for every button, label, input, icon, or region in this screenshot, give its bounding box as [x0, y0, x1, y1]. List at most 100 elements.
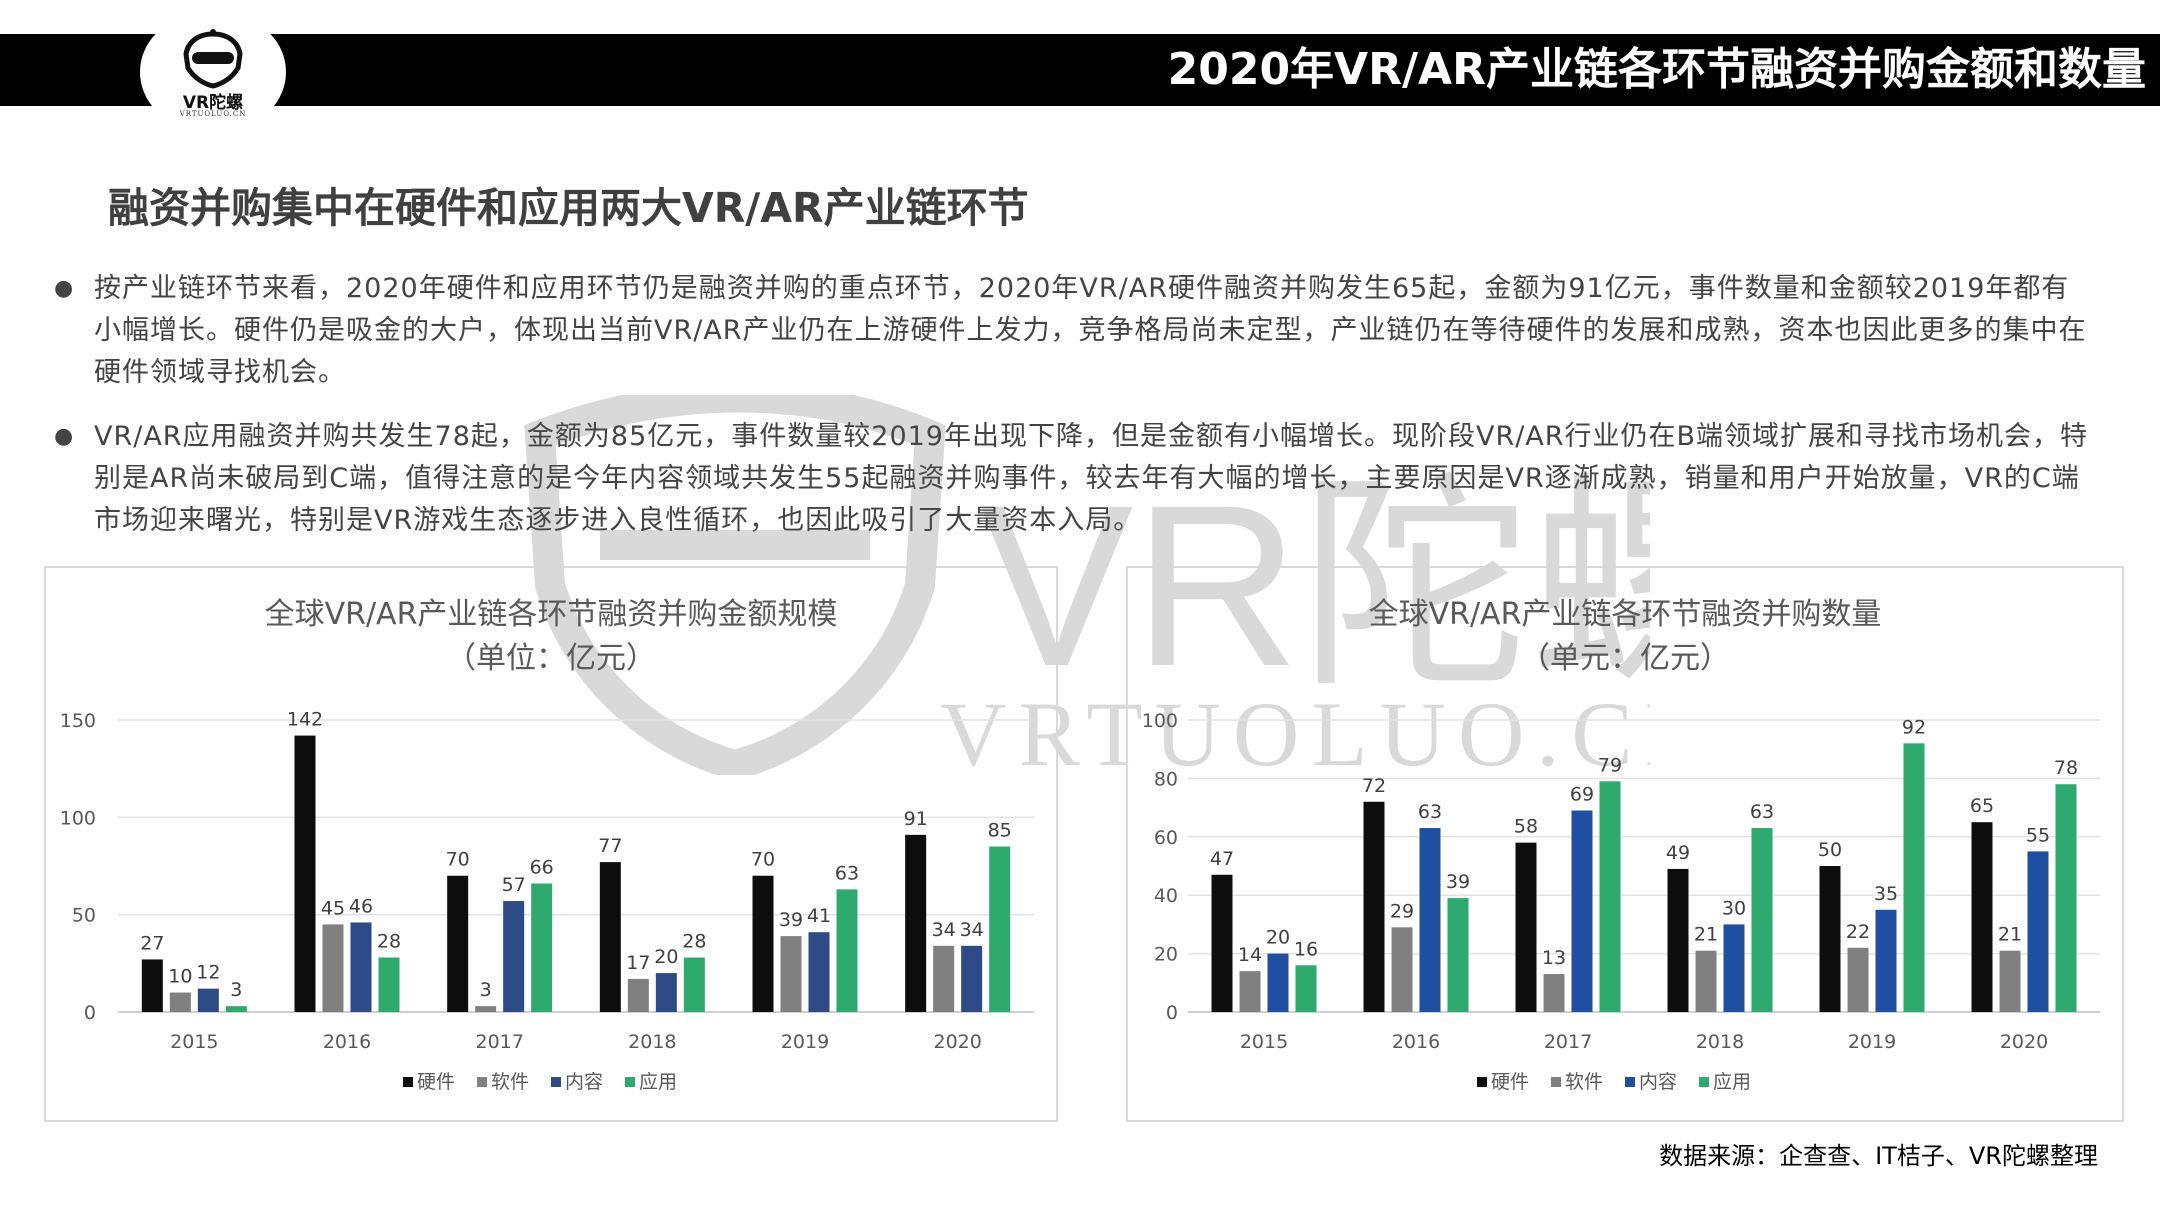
- chart-title: 全球VR/AR产业链各环节融资并购数量: [1369, 597, 1882, 632]
- legend-swatch: [403, 1077, 413, 1087]
- bar-软件: [1847, 947, 1869, 1012]
- data-label: 65: [1970, 795, 1994, 817]
- bullet-dot-icon: ●: [54, 276, 74, 301]
- bar-软件: [1543, 974, 1565, 1012]
- bar-软件: [1695, 950, 1717, 1012]
- legend-label: 应用: [639, 1071, 677, 1093]
- data-label: 22: [1846, 921, 1870, 943]
- data-label: 28: [682, 930, 706, 952]
- chart-amount: 全球VR/AR产业链各环节融资并购金额规模 （单位：亿元） 0 50 100 150 27 1…: [44, 566, 1058, 1122]
- data-label: 34: [960, 919, 984, 941]
- bar-内容: [655, 973, 677, 1012]
- bar-软件: [1391, 927, 1413, 1012]
- logo-text: VR陀螺: [182, 93, 244, 113]
- bar-应用: [2055, 784, 2077, 1012]
- data-label: 79: [1598, 754, 1622, 776]
- legend-swatch: [477, 1077, 487, 1087]
- bar-应用: [1447, 898, 1469, 1012]
- bar-应用: [1295, 965, 1317, 1012]
- data-label: 70: [751, 849, 775, 871]
- data-label: 46: [349, 895, 373, 917]
- bar-内容: [503, 901, 525, 1012]
- page-title: 2020年VR/AR产业链各环节融资并购金额和数量: [1167, 44, 2146, 95]
- data-label: 20: [654, 946, 678, 968]
- data-label: 21: [1998, 924, 2022, 946]
- legend-swatch: [1625, 1077, 1635, 1087]
- x-tick-label: 2015: [1240, 1031, 1288, 1053]
- data-label: 58: [1514, 816, 1538, 838]
- bar-内容: [1875, 909, 1897, 1012]
- bar-硬件: [599, 862, 621, 1012]
- data-label: 85: [988, 820, 1012, 842]
- x-tick-label: 2020: [2000, 1031, 2048, 1053]
- bar-硬件: [905, 834, 927, 1012]
- data-label: 21: [1694, 924, 1718, 946]
- legend-label: 软件: [1565, 1071, 1603, 1093]
- data-label: 28: [377, 930, 401, 952]
- bar-内容: [808, 932, 830, 1012]
- bar-软件: [169, 992, 191, 1012]
- x-tick-label: 2019: [781, 1031, 829, 1053]
- x-tick-label: 2018: [628, 1031, 676, 1053]
- data-label: 3: [480, 979, 492, 1001]
- bar-内容: [1723, 924, 1745, 1012]
- data-label: 92: [1902, 716, 1926, 738]
- x-tick-label: 2015: [170, 1031, 218, 1053]
- y-tick-label: 60: [1154, 827, 1178, 849]
- data-label: 63: [1750, 801, 1774, 823]
- bar-应用: [225, 1006, 247, 1012]
- bar-硬件: [294, 735, 316, 1012]
- bullet-text: 按产业链环节来看，2020年硬件和应用环节仍是融资并购的重点环节，2020年VR…: [94, 273, 2087, 388]
- bar-硬件: [1667, 868, 1689, 1012]
- data-label: 72: [1362, 775, 1386, 797]
- bar-内容: [1267, 953, 1289, 1012]
- x-tick-label: 2020: [933, 1031, 981, 1053]
- legend-label: 应用: [1713, 1071, 1751, 1093]
- bar-硬件: [1971, 822, 1993, 1012]
- bar-应用: [836, 889, 858, 1012]
- legend-swatch: [1477, 1077, 1487, 1087]
- data-label: 30: [1722, 897, 1746, 919]
- bar-应用: [531, 883, 553, 1012]
- data-label: 57: [502, 874, 526, 896]
- bar-应用: [378, 957, 400, 1012]
- bar-内容: [350, 922, 372, 1012]
- chart-subtitle: （单位：亿元）: [446, 641, 656, 676]
- data-label: 12: [196, 962, 220, 984]
- section-heading: 融资并购集中在硬件和应用两大VR/AR产业链环节: [108, 184, 1029, 232]
- y-tick-label: 20: [1154, 944, 1178, 966]
- data-label: 35: [1874, 883, 1898, 905]
- bar-硬件: [1515, 842, 1537, 1012]
- logo-helmet-icon: [183, 29, 243, 89]
- bar-硬件: [1819, 866, 1841, 1012]
- data-label: 14: [1238, 944, 1262, 966]
- data-label: 13: [1542, 947, 1566, 969]
- bar-应用: [989, 846, 1011, 1012]
- data-label: 41: [807, 905, 831, 927]
- data-label: 47: [1210, 848, 1234, 870]
- y-tick-label: 100: [1142, 710, 1178, 732]
- bar-软件: [933, 945, 955, 1012]
- bar-应用: [683, 957, 705, 1012]
- legend-label: 内容: [565, 1071, 603, 1093]
- bar-硬件: [1363, 801, 1385, 1012]
- data-label: 77: [598, 835, 622, 857]
- legend-label: 硬件: [417, 1071, 455, 1093]
- data-label: 63: [835, 862, 859, 884]
- bar-内容: [197, 988, 219, 1012]
- data-label: 78: [2054, 757, 2078, 779]
- legend-swatch: [1551, 1077, 1561, 1087]
- x-tick-label: 2016: [323, 1031, 371, 1053]
- data-label: 63: [1418, 801, 1442, 823]
- x-tick-label: 2017: [1544, 1031, 1592, 1053]
- x-tick-label: 2019: [1848, 1031, 1896, 1053]
- legend-swatch: [625, 1077, 635, 1087]
- header-bar: 2020年VR/AR产业链各环节融资并购金额和数量: [0, 34, 2160, 106]
- data-label: 3: [230, 979, 242, 1001]
- chart-subtitle: （单元：亿元）: [1520, 641, 1730, 676]
- bullet-dot-icon: ●: [54, 424, 74, 449]
- chart-title: 全球VR/AR产业链各环节融资并购金额规模: [265, 597, 838, 632]
- legend-label: 软件: [491, 1071, 529, 1093]
- data-label: 55: [2026, 824, 2050, 846]
- bar-软件: [1999, 950, 2021, 1012]
